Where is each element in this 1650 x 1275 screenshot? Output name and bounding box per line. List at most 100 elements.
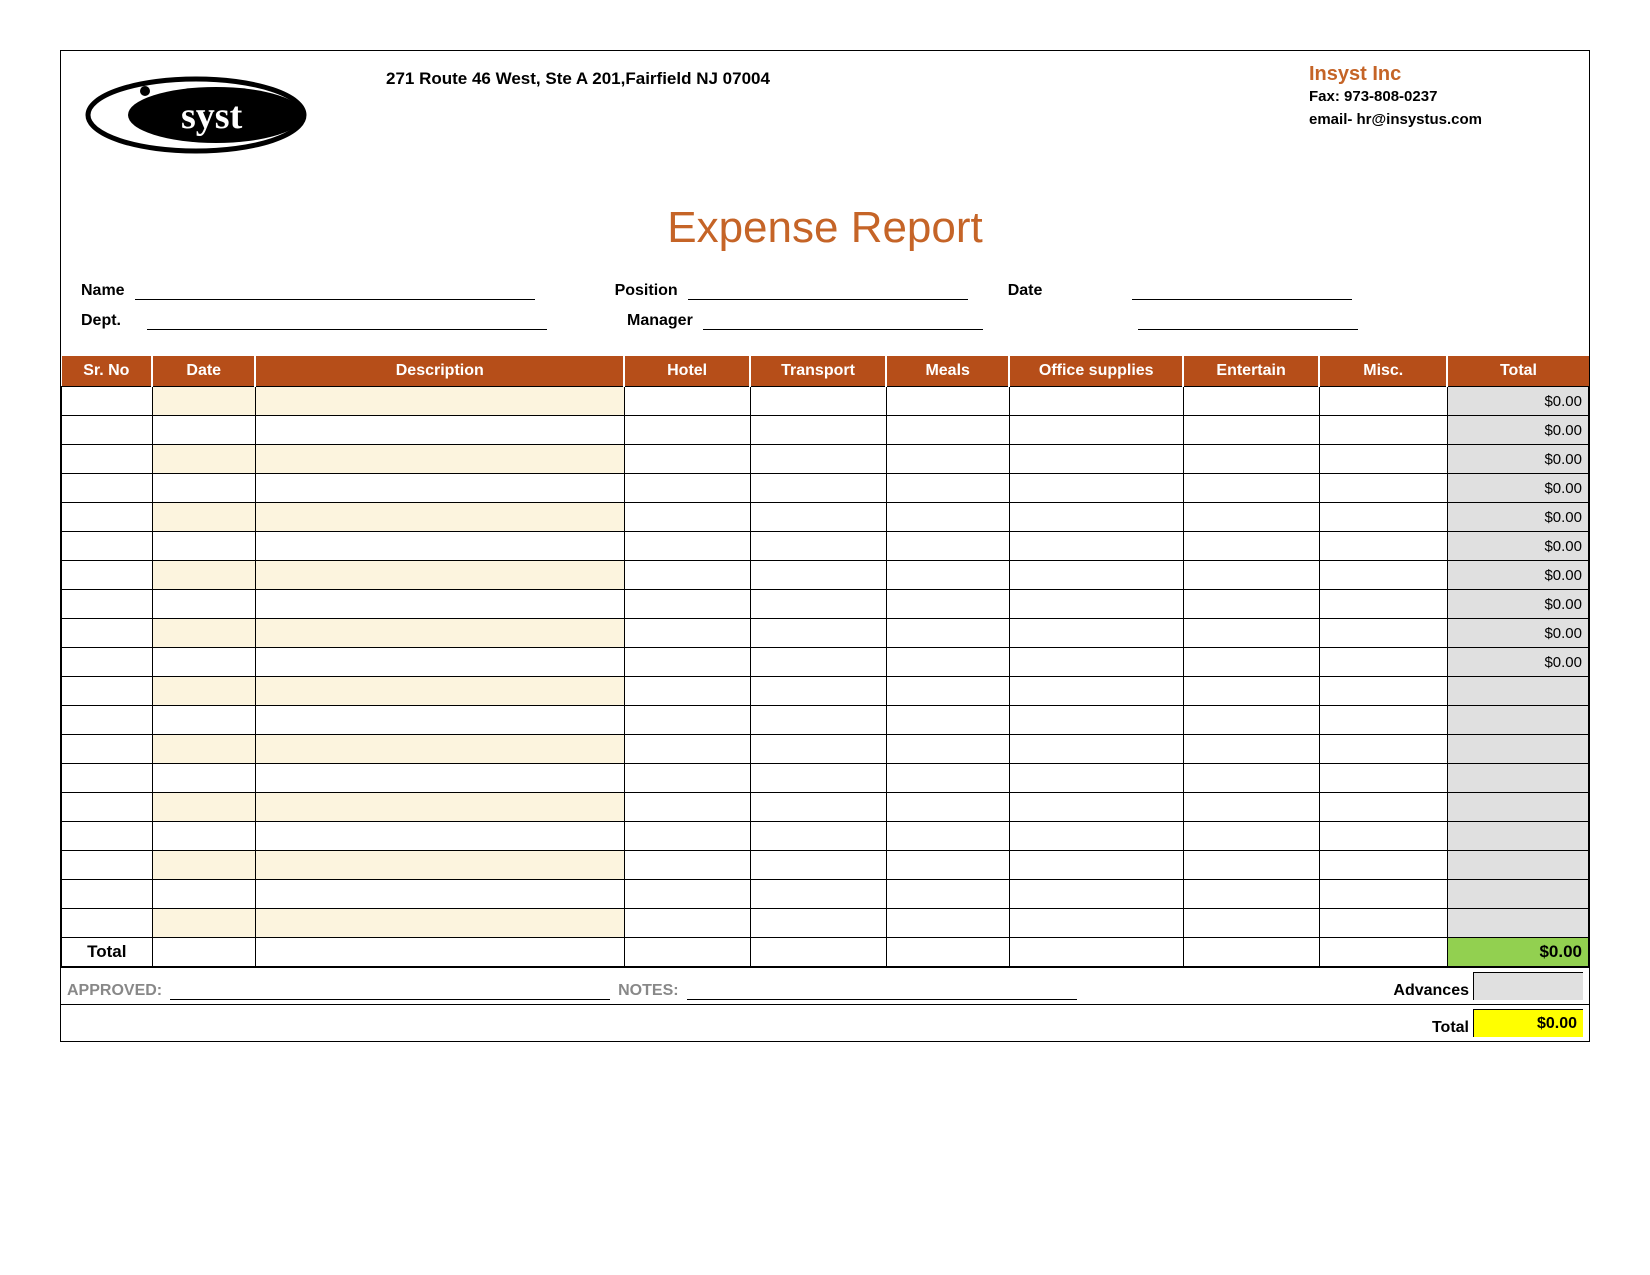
cell[interactable]: [750, 706, 886, 735]
cell[interactable]: [255, 445, 624, 474]
cell[interactable]: [62, 880, 153, 909]
date-input-line[interactable]: [1132, 278, 1352, 300]
cell[interactable]: [62, 764, 153, 793]
cell[interactable]: [152, 474, 255, 503]
table-row[interactable]: [62, 851, 1589, 880]
cell[interactable]: [1183, 503, 1319, 532]
cell[interactable]: [624, 619, 750, 648]
cell[interactable]: [255, 677, 624, 706]
cell[interactable]: [624, 793, 750, 822]
cell[interactable]: [624, 532, 750, 561]
cell[interactable]: [255, 851, 624, 880]
cell[interactable]: [152, 706, 255, 735]
cell[interactable]: [1183, 445, 1319, 474]
cell[interactable]: [1009, 648, 1183, 677]
table-row[interactable]: $0.00: [62, 532, 1589, 561]
cell[interactable]: [152, 880, 255, 909]
cell[interactable]: [152, 387, 255, 416]
cell[interactable]: [886, 445, 1009, 474]
cell[interactable]: [624, 706, 750, 735]
cell[interactable]: [886, 387, 1009, 416]
cell[interactable]: [1183, 822, 1319, 851]
cell[interactable]: [255, 619, 624, 648]
cell[interactable]: [1319, 764, 1447, 793]
name-input-line[interactable]: [135, 278, 535, 300]
cell[interactable]: [255, 764, 624, 793]
cell[interactable]: [1183, 561, 1319, 590]
cell[interactable]: [62, 706, 153, 735]
cell[interactable]: [1183, 880, 1319, 909]
cell[interactable]: [624, 764, 750, 793]
cell[interactable]: [62, 416, 153, 445]
cell[interactable]: [750, 648, 886, 677]
cell[interactable]: [1319, 445, 1447, 474]
cell[interactable]: [750, 851, 886, 880]
cell[interactable]: [1319, 416, 1447, 445]
cell[interactable]: [62, 474, 153, 503]
cell[interactable]: [1319, 619, 1447, 648]
cell[interactable]: [886, 648, 1009, 677]
cell[interactable]: [1183, 532, 1319, 561]
table-row[interactable]: [62, 822, 1589, 851]
cell[interactable]: [1319, 561, 1447, 590]
cell[interactable]: [886, 532, 1009, 561]
date2-input-line[interactable]: [1138, 308, 1358, 330]
cell[interactable]: [1183, 474, 1319, 503]
cell[interactable]: [1183, 387, 1319, 416]
table-row[interactable]: $0.00: [62, 474, 1589, 503]
cell[interactable]: [750, 561, 886, 590]
cell[interactable]: [886, 735, 1009, 764]
approved-input-line[interactable]: [170, 978, 610, 1000]
table-row[interactable]: [62, 880, 1589, 909]
cell[interactable]: [255, 474, 624, 503]
table-row[interactable]: [62, 677, 1589, 706]
cell[interactable]: [1009, 561, 1183, 590]
table-row[interactable]: [62, 793, 1589, 822]
cell[interactable]: [152, 532, 255, 561]
cell[interactable]: [886, 822, 1009, 851]
cell[interactable]: [1183, 619, 1319, 648]
cell[interactable]: [624, 851, 750, 880]
cell[interactable]: [1009, 387, 1183, 416]
cell[interactable]: [1009, 503, 1183, 532]
table-row[interactable]: $0.00: [62, 445, 1589, 474]
cell[interactable]: [750, 880, 886, 909]
cell[interactable]: [1009, 735, 1183, 764]
cell[interactable]: [750, 474, 886, 503]
cell[interactable]: [1183, 416, 1319, 445]
cell[interactable]: [152, 648, 255, 677]
table-row[interactable]: $0.00: [62, 590, 1589, 619]
cell[interactable]: [1319, 822, 1447, 851]
cell[interactable]: [1319, 677, 1447, 706]
cell[interactable]: [62, 445, 153, 474]
cell[interactable]: [1319, 706, 1447, 735]
table-row[interactable]: $0.00: [62, 561, 1589, 590]
table-row[interactable]: $0.00: [62, 503, 1589, 532]
cell[interactable]: [255, 561, 624, 590]
cell[interactable]: [886, 706, 1009, 735]
cell[interactable]: [1183, 706, 1319, 735]
table-row[interactable]: [62, 735, 1589, 764]
cell[interactable]: [152, 793, 255, 822]
cell[interactable]: [255, 706, 624, 735]
cell[interactable]: [886, 416, 1009, 445]
cell[interactable]: [62, 822, 153, 851]
cell[interactable]: [624, 416, 750, 445]
table-row[interactable]: [62, 764, 1589, 793]
cell[interactable]: [152, 735, 255, 764]
cell[interactable]: [1009, 532, 1183, 561]
cell[interactable]: [1009, 793, 1183, 822]
position-input-line[interactable]: [688, 278, 968, 300]
cell[interactable]: [624, 387, 750, 416]
cell[interactable]: [750, 619, 886, 648]
cell[interactable]: [255, 416, 624, 445]
cell[interactable]: [1009, 706, 1183, 735]
notes-input-line[interactable]: [687, 978, 1077, 1000]
cell[interactable]: [750, 793, 886, 822]
cell[interactable]: [886, 677, 1009, 706]
cell[interactable]: [152, 909, 255, 938]
cell[interactable]: [255, 648, 624, 677]
cell[interactable]: [255, 387, 624, 416]
cell[interactable]: [750, 909, 886, 938]
cell[interactable]: [1183, 648, 1319, 677]
